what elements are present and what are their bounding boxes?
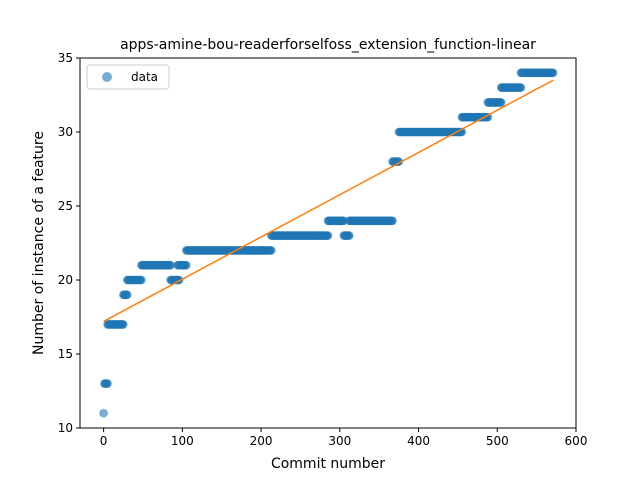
data-point (137, 275, 146, 285)
y-axis: 10 15 20 25 30 35 (58, 51, 80, 435)
x-axis-label: Commit number (271, 456, 385, 472)
data-point (166, 260, 175, 270)
x-axis: 0 100 200 300 400 500 600 (100, 428, 588, 448)
chart-title: apps-amine-bou-readerforselfoss_extensio… (120, 37, 536, 53)
y-axis-label: Number of instance of a feature (31, 131, 47, 355)
points-layer (99, 68, 558, 418)
legend-marker (102, 72, 112, 82)
y-tick-label: 35 (58, 51, 73, 65)
x-tick-label: 300 (328, 434, 351, 448)
x-tick-label: 400 (407, 434, 430, 448)
data-point (548, 68, 558, 78)
data-point (119, 320, 128, 329)
x-tick-label: 0 (100, 434, 108, 448)
legend-label-data: data (131, 70, 158, 84)
y-tick-label: 10 (58, 421, 73, 435)
fit-line (103, 79, 554, 323)
x-tick-label: 500 (486, 434, 509, 448)
data-point (323, 231, 333, 240)
data-point (99, 408, 108, 418)
data-point (388, 216, 397, 226)
data-point (516, 83, 526, 92)
legend-box (86, 64, 170, 90)
data-point (496, 98, 506, 107)
y-tick-label: 15 (58, 347, 73, 361)
data-point (122, 290, 132, 300)
legend: data (86, 64, 170, 90)
y-tick-label: 30 (58, 125, 73, 139)
x-tick-label: 600 (565, 434, 588, 448)
data-point (103, 379, 112, 388)
data-point (344, 231, 354, 240)
data-point (181, 260, 191, 270)
data-point (483, 112, 493, 122)
x-tick-label: 100 (171, 434, 194, 448)
x-tick-label: 200 (250, 434, 273, 448)
data-point (267, 246, 276, 255)
y-tick-label: 20 (58, 273, 73, 287)
fit-layer (103, 79, 554, 323)
y-tick-label: 25 (58, 199, 73, 213)
plot-frame (79, 57, 577, 429)
